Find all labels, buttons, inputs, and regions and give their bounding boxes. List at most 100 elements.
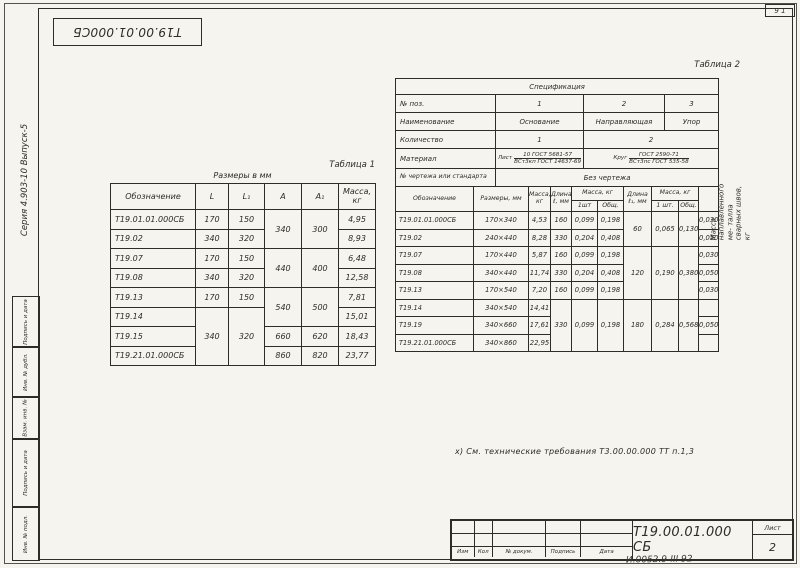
table-row: Т19.13 170×540 7,20 160 0,099 0,198 0,03… bbox=[395, 281, 719, 300]
cell: 7,81 bbox=[338, 287, 376, 308]
col-header: 1шт bbox=[571, 200, 598, 212]
cell: 0,130 bbox=[678, 211, 699, 247]
material-denominator: ВСт3пс ГОСТ 535-58 bbox=[629, 159, 689, 165]
material-prefix: Лист bbox=[497, 155, 513, 162]
grid-cell bbox=[581, 534, 632, 547]
doc-stamp-number: Т19.00.01.000СБ bbox=[73, 25, 182, 39]
weld-mass-vertical-header: Масса наплавленного ме- талла сварных шв… bbox=[709, 183, 751, 241]
spec-title: Спецификация bbox=[394, 78, 720, 95]
margin-label: Взам. инв. № bbox=[23, 399, 29, 437]
margin-label: Инв. № подл. bbox=[23, 514, 30, 553]
cell: 17,61 bbox=[528, 316, 551, 335]
cell: 11,74 bbox=[528, 263, 551, 282]
col-header: Обозначение bbox=[395, 186, 474, 212]
col-label-izm: Изм bbox=[452, 547, 475, 557]
cell: 340 bbox=[195, 306, 229, 366]
cell: 0,198 bbox=[597, 281, 624, 300]
col-header: A bbox=[264, 183, 302, 210]
cell-designation: Т19.08 bbox=[395, 263, 474, 282]
cell: 0,198 bbox=[597, 211, 624, 230]
cell: Направляющая bbox=[583, 112, 665, 131]
table-row: № чертежа или стандарта Без чертежа bbox=[395, 168, 720, 187]
row-label: Наименование bbox=[395, 112, 496, 131]
cell: 0,568 bbox=[678, 298, 699, 352]
inner-frame bbox=[38, 8, 793, 560]
cell-designation: Т19.01.01.000СБ bbox=[110, 209, 196, 230]
cell: 0,408 bbox=[597, 228, 624, 247]
cell-designation: Т19.14 bbox=[395, 298, 474, 317]
cell: 1 bbox=[495, 130, 584, 149]
material-denominator: ВСт3кп ГОСТ 14637-69 bbox=[514, 159, 582, 165]
cell: Без чертежа bbox=[494, 168, 720, 187]
cell: 0,065 bbox=[651, 211, 679, 247]
margin-label: Инв. № дубл. bbox=[23, 353, 30, 391]
cell: 0,204 bbox=[571, 228, 598, 247]
col-header: Масса, кг bbox=[651, 186, 699, 201]
col-header: L₁ bbox=[228, 183, 265, 210]
cell: 340 bbox=[195, 228, 229, 249]
grid-cell bbox=[452, 521, 475, 534]
title-block-revision-grid: Изм Кол № докум. Подпись Дата bbox=[452, 521, 633, 559]
cell-designation: Т19.13 bbox=[395, 281, 474, 300]
row-label: Количество bbox=[395, 130, 496, 149]
technical-requirements-footnote: х) См. технические требования Т3.00.00.0… bbox=[455, 447, 695, 456]
col-header: Общ. bbox=[597, 200, 624, 212]
table-row: Спецификация bbox=[394, 78, 720, 95]
cell: 0,198 bbox=[597, 298, 624, 352]
cell: 160 bbox=[550, 246, 572, 265]
title-block: Изм Кол № докум. Подпись Дата Т19.00.01.… bbox=[450, 519, 794, 561]
cell: 170 bbox=[195, 209, 229, 230]
cell: 18,43 bbox=[338, 326, 376, 347]
margin-label: Подпись и дата bbox=[23, 450, 29, 496]
cell: 0,099 bbox=[571, 211, 598, 230]
margin-box-inv-podl: Инв. № подл. bbox=[12, 506, 40, 561]
table-row: Т19.21.01.000СБ 860 820 23,77 bbox=[110, 345, 376, 366]
cell: 0,204 bbox=[571, 263, 598, 282]
row-label: № чертежа или стандарта bbox=[395, 168, 496, 187]
cell: 320 bbox=[228, 228, 265, 249]
cell: 0,099 bbox=[571, 246, 598, 265]
cell: 1 bbox=[495, 94, 584, 113]
table-row: Т19.01.01.000СБ 170×340 4,53 160 0,099 0… bbox=[395, 211, 719, 247]
doc-stamp-box: Т19.00.01.000СБ bbox=[53, 18, 202, 46]
table-row: Т19.14 340×540 14,41 330 0,099 0,198 180… bbox=[395, 298, 719, 352]
cell: 0,198 bbox=[597, 246, 624, 265]
cell: 0,284 bbox=[651, 298, 679, 352]
cell: 7,20 bbox=[528, 281, 551, 300]
sheet-cell: Лист 2 bbox=[753, 521, 792, 559]
cell: Упор bbox=[663, 112, 720, 131]
grid-cell bbox=[474, 534, 494, 547]
table-row: Т19.19 340×660 17,61 0,050 bbox=[395, 316, 719, 335]
cell: 170 bbox=[195, 248, 229, 269]
material-numerator: 10 ГОСТ 5681-57 bbox=[514, 152, 582, 159]
cell: 340×440 bbox=[473, 263, 529, 282]
cell: 320 bbox=[228, 306, 265, 366]
table-row: Материал Лист 10 ГОСТ 5681-57 ВСт3кп ГОС… bbox=[395, 148, 720, 169]
cell: 8,93 bbox=[338, 228, 376, 249]
grid-cell bbox=[545, 521, 582, 534]
cell: 320 bbox=[228, 267, 265, 288]
col-header: L bbox=[195, 183, 229, 210]
col-header: Масса, кг bbox=[338, 183, 376, 210]
col-label-docnum: № докум. bbox=[493, 547, 546, 557]
cell-designation: Т19.13 bbox=[110, 287, 196, 308]
cell: 5,87 bbox=[528, 246, 551, 265]
table-row: Наименование Основание Направляющая Упор bbox=[395, 112, 720, 131]
cell: 0,099 bbox=[571, 298, 598, 352]
cell: Основание bbox=[495, 112, 584, 131]
table-row: Т19.13 170 150 540 500 7,81 bbox=[110, 287, 376, 327]
cell: 340×860 bbox=[473, 333, 529, 352]
cell: 500 bbox=[301, 287, 339, 327]
material-numerator: ГОСТ 2590-71 bbox=[629, 152, 689, 159]
row-label: № поз. bbox=[395, 94, 496, 113]
cell: 400 bbox=[301, 248, 339, 288]
cell: 23,77 bbox=[338, 345, 376, 366]
cell: 150 bbox=[228, 287, 265, 308]
weld-mass-vertical-header-wrap: Масса наплавленного ме- талла сварных шв… bbox=[709, 72, 751, 352]
col-header: Масса, кг bbox=[571, 186, 624, 201]
cell-designation: Т19.15 bbox=[110, 326, 196, 347]
cell: 150 bbox=[228, 209, 265, 230]
cell: 340 bbox=[195, 267, 229, 288]
cell-designation: Т19.02 bbox=[110, 228, 196, 249]
